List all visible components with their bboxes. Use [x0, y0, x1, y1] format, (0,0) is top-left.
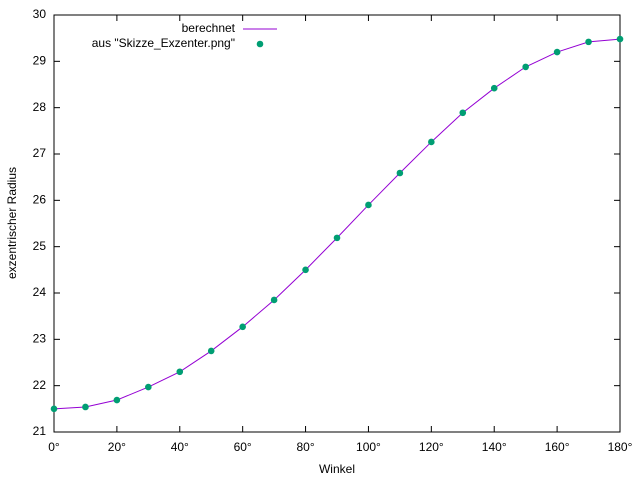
data-point: [113, 396, 121, 404]
plot-border: [53, 14, 621, 433]
y-axis-label: exzentrischer Radius: [5, 167, 19, 279]
x-tick-label: 40°: [171, 440, 189, 454]
data-point: [490, 84, 498, 92]
data-point: [365, 201, 372, 209]
x-axis-label: Winkel: [319, 462, 355, 476]
x-tick-label: 160°: [545, 440, 570, 454]
y-tick-label: 24: [33, 285, 47, 299]
y-tick-label: 21: [33, 424, 47, 438]
data-point: [616, 35, 624, 43]
y-tick-label: 30: [33, 7, 47, 21]
x-tick-label: 60°: [234, 440, 252, 454]
data-point: [145, 383, 152, 391]
y-tick-label: 27: [33, 146, 47, 160]
x-tick-label: 140°: [482, 440, 507, 454]
data-point: [50, 405, 58, 413]
x-tick-label: 20°: [108, 440, 126, 454]
x-tick-label: 80°: [296, 440, 314, 454]
data-point: [459, 109, 467, 117]
x-tick-label: 0°: [48, 440, 60, 454]
data-point: [239, 323, 246, 331]
legend-label: aus "Skizze_Exzenter.png": [92, 36, 235, 50]
y-tick-label: 29: [33, 54, 47, 68]
y-tick-label: 28: [33, 100, 47, 114]
legend-label: berechnet: [182, 21, 236, 35]
data-point: [396, 169, 404, 177]
data-point: [176, 368, 184, 376]
y-tick-label: 26: [33, 193, 47, 207]
legend-swatch: [256, 40, 264, 48]
y-tick-label: 23: [33, 332, 47, 346]
data-point: [270, 296, 278, 304]
data-point: [333, 234, 341, 242]
data-point: [553, 48, 561, 56]
x-tick-label: 180°: [608, 440, 633, 454]
y-tick-label: 25: [33, 239, 47, 253]
data-line: [53, 38, 621, 410]
data-point: [522, 63, 529, 71]
data-point: [585, 38, 592, 46]
data-point: [302, 266, 309, 274]
data-point: [428, 138, 435, 146]
data-point: [207, 347, 215, 355]
y-tick-label: 22: [33, 378, 47, 392]
x-tick-label: 100°: [356, 440, 381, 454]
data-point: [82, 403, 89, 411]
x-tick-label: 120°: [419, 440, 444, 454]
